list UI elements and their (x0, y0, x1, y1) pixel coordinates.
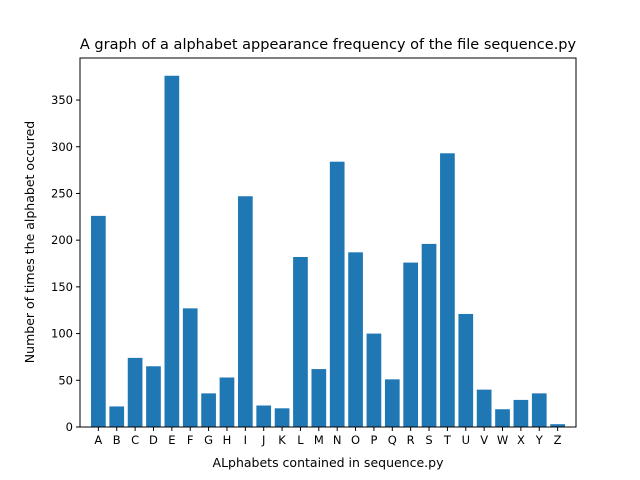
y-tick-label: 50 (58, 373, 73, 387)
x-tick-label: X (517, 433, 525, 447)
bar-x (513, 399, 529, 427)
bar-z (550, 424, 565, 427)
bar-b (109, 406, 125, 427)
x-tick-label: O (351, 433, 360, 447)
x-tick-label: G (204, 433, 213, 447)
x-tick-label: K (278, 433, 286, 447)
x-tick-label: D (149, 433, 158, 447)
bar-p (366, 333, 382, 427)
x-tick-label: W (497, 433, 508, 447)
x-tick-label: M (314, 433, 324, 447)
plot-frame (79, 57, 577, 428)
y-tick-label: 300 (51, 140, 73, 154)
bar-j (256, 405, 272, 427)
bar-y (531, 393, 547, 427)
bar-c (127, 357, 143, 427)
x-tick-label: B (113, 433, 121, 447)
x-tick-label: U (462, 433, 470, 447)
x-tick-label: Q (388, 433, 397, 447)
bar-i (237, 196, 253, 427)
x-tick-label: Z (554, 433, 562, 447)
bars-group (91, 75, 565, 428)
bar-r (403, 262, 419, 427)
bar-d (146, 366, 161, 427)
chart-title: A graph of a alphabet appearance frequen… (80, 37, 577, 53)
bar-e (164, 75, 180, 427)
x-tick-label: L (297, 433, 304, 447)
x-tick-label: I (244, 433, 247, 447)
y-tick-label: 250 (51, 186, 73, 200)
x-axis-label: ALphabets contained in sequence.py (213, 455, 445, 470)
y-tick-label: 0 (66, 420, 73, 434)
x-tick-label: S (425, 433, 432, 447)
bar-t (440, 153, 455, 428)
y-axis-ticks: 0 50 100 150 200 250 300 350 (51, 93, 80, 434)
x-tick-label: N (333, 433, 342, 447)
bar-v (476, 389, 492, 427)
x-tick-label: E (168, 433, 175, 447)
x-tick-label: Y (535, 433, 544, 447)
bar-u (458, 313, 474, 427)
bar-s (421, 243, 437, 427)
y-axis-label: Number of times the alphabet occured (22, 121, 37, 363)
bar-m (311, 369, 327, 427)
x-tick-label: R (407, 433, 415, 447)
x-tick-label: A (94, 433, 102, 447)
y-tick-label: 350 (51, 93, 73, 107)
bar-q (384, 379, 400, 427)
bar-o (348, 252, 363, 427)
y-tick-label: 150 (51, 280, 73, 294)
x-tick-label: F (187, 433, 194, 447)
x-tick-label: T (443, 433, 452, 447)
bar-h (219, 377, 235, 427)
bar-g (201, 393, 216, 427)
bar-n (329, 161, 345, 427)
bar-f (182, 308, 198, 427)
bar-w (495, 409, 510, 427)
x-tick-label: P (370, 433, 377, 447)
x-tick-label: H (223, 433, 232, 447)
x-tick-label: C (131, 433, 139, 447)
y-tick-label: 200 (51, 233, 73, 247)
x-tick-label: J (261, 433, 265, 447)
bar-l (293, 256, 308, 427)
y-tick-label: 100 (51, 327, 73, 341)
x-tick-label: V (480, 433, 488, 447)
bar-k (274, 408, 290, 427)
bar-a (91, 215, 106, 427)
